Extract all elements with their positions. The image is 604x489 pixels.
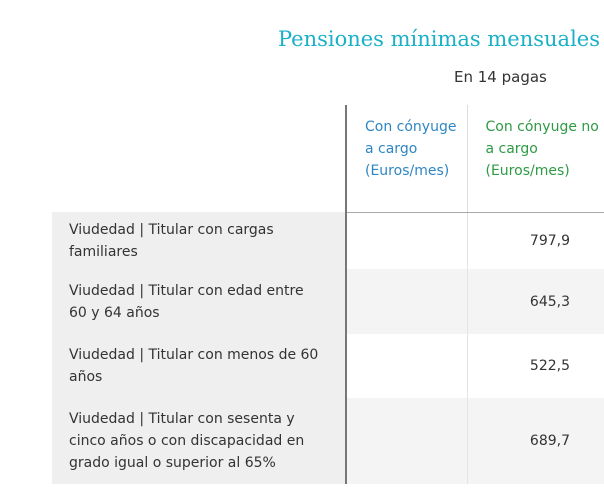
column-header: Con cónyuge a cargo (Euros/mes): [346, 105, 468, 213]
value-cell: 645,3: [467, 269, 604, 334]
table-row: Viudedad | Titular con cargas familiares…: [52, 212, 604, 269]
row-label: Viudedad | Titular con menos de 60 años: [52, 334, 347, 398]
title: Pensiones mínimas mensuales: [277, 27, 600, 51]
empty-cell: [346, 269, 468, 334]
table-row: Viudedad | Titular con edad entre 60 y 6…: [52, 269, 604, 334]
row-label: Viudedad | Titular con cargas familiares: [52, 212, 347, 269]
header-row: Con cónyuge a cargo (Euros/mes) Con cóny…: [52, 105, 604, 213]
empty-cell: [346, 398, 468, 484]
value-cell: 797,9: [529, 232, 570, 249]
table-body: Viudedad | Titular con cargas familiares…: [52, 212, 604, 484]
table: Con cónyuge a cargo (Euros/mes) Con cóny…: [52, 105, 604, 484]
value-cell: 522,5: [529, 358, 570, 374]
row-label: Viudedad | Titular con edad entre 60 y 6…: [52, 269, 347, 334]
table-row: Viudedad | Titular con sesenta y cinco a…: [52, 398, 604, 484]
header-cell: [52, 105, 347, 212]
empty-cell: [346, 334, 468, 398]
subtitle: En 14 pagas: [454, 68, 547, 86]
column-header: Con cónyuge no a cargo (Euros/mes): [467, 105, 604, 213]
value-cell: 689,7: [467, 398, 604, 484]
row-label: Viudedad | Titular con sesenta y cinco a…: [52, 398, 347, 484]
table-row: Viudedad | Titular con menos de 60 años 5…: [52, 334, 604, 398]
empty-cell: [346, 212, 468, 269]
